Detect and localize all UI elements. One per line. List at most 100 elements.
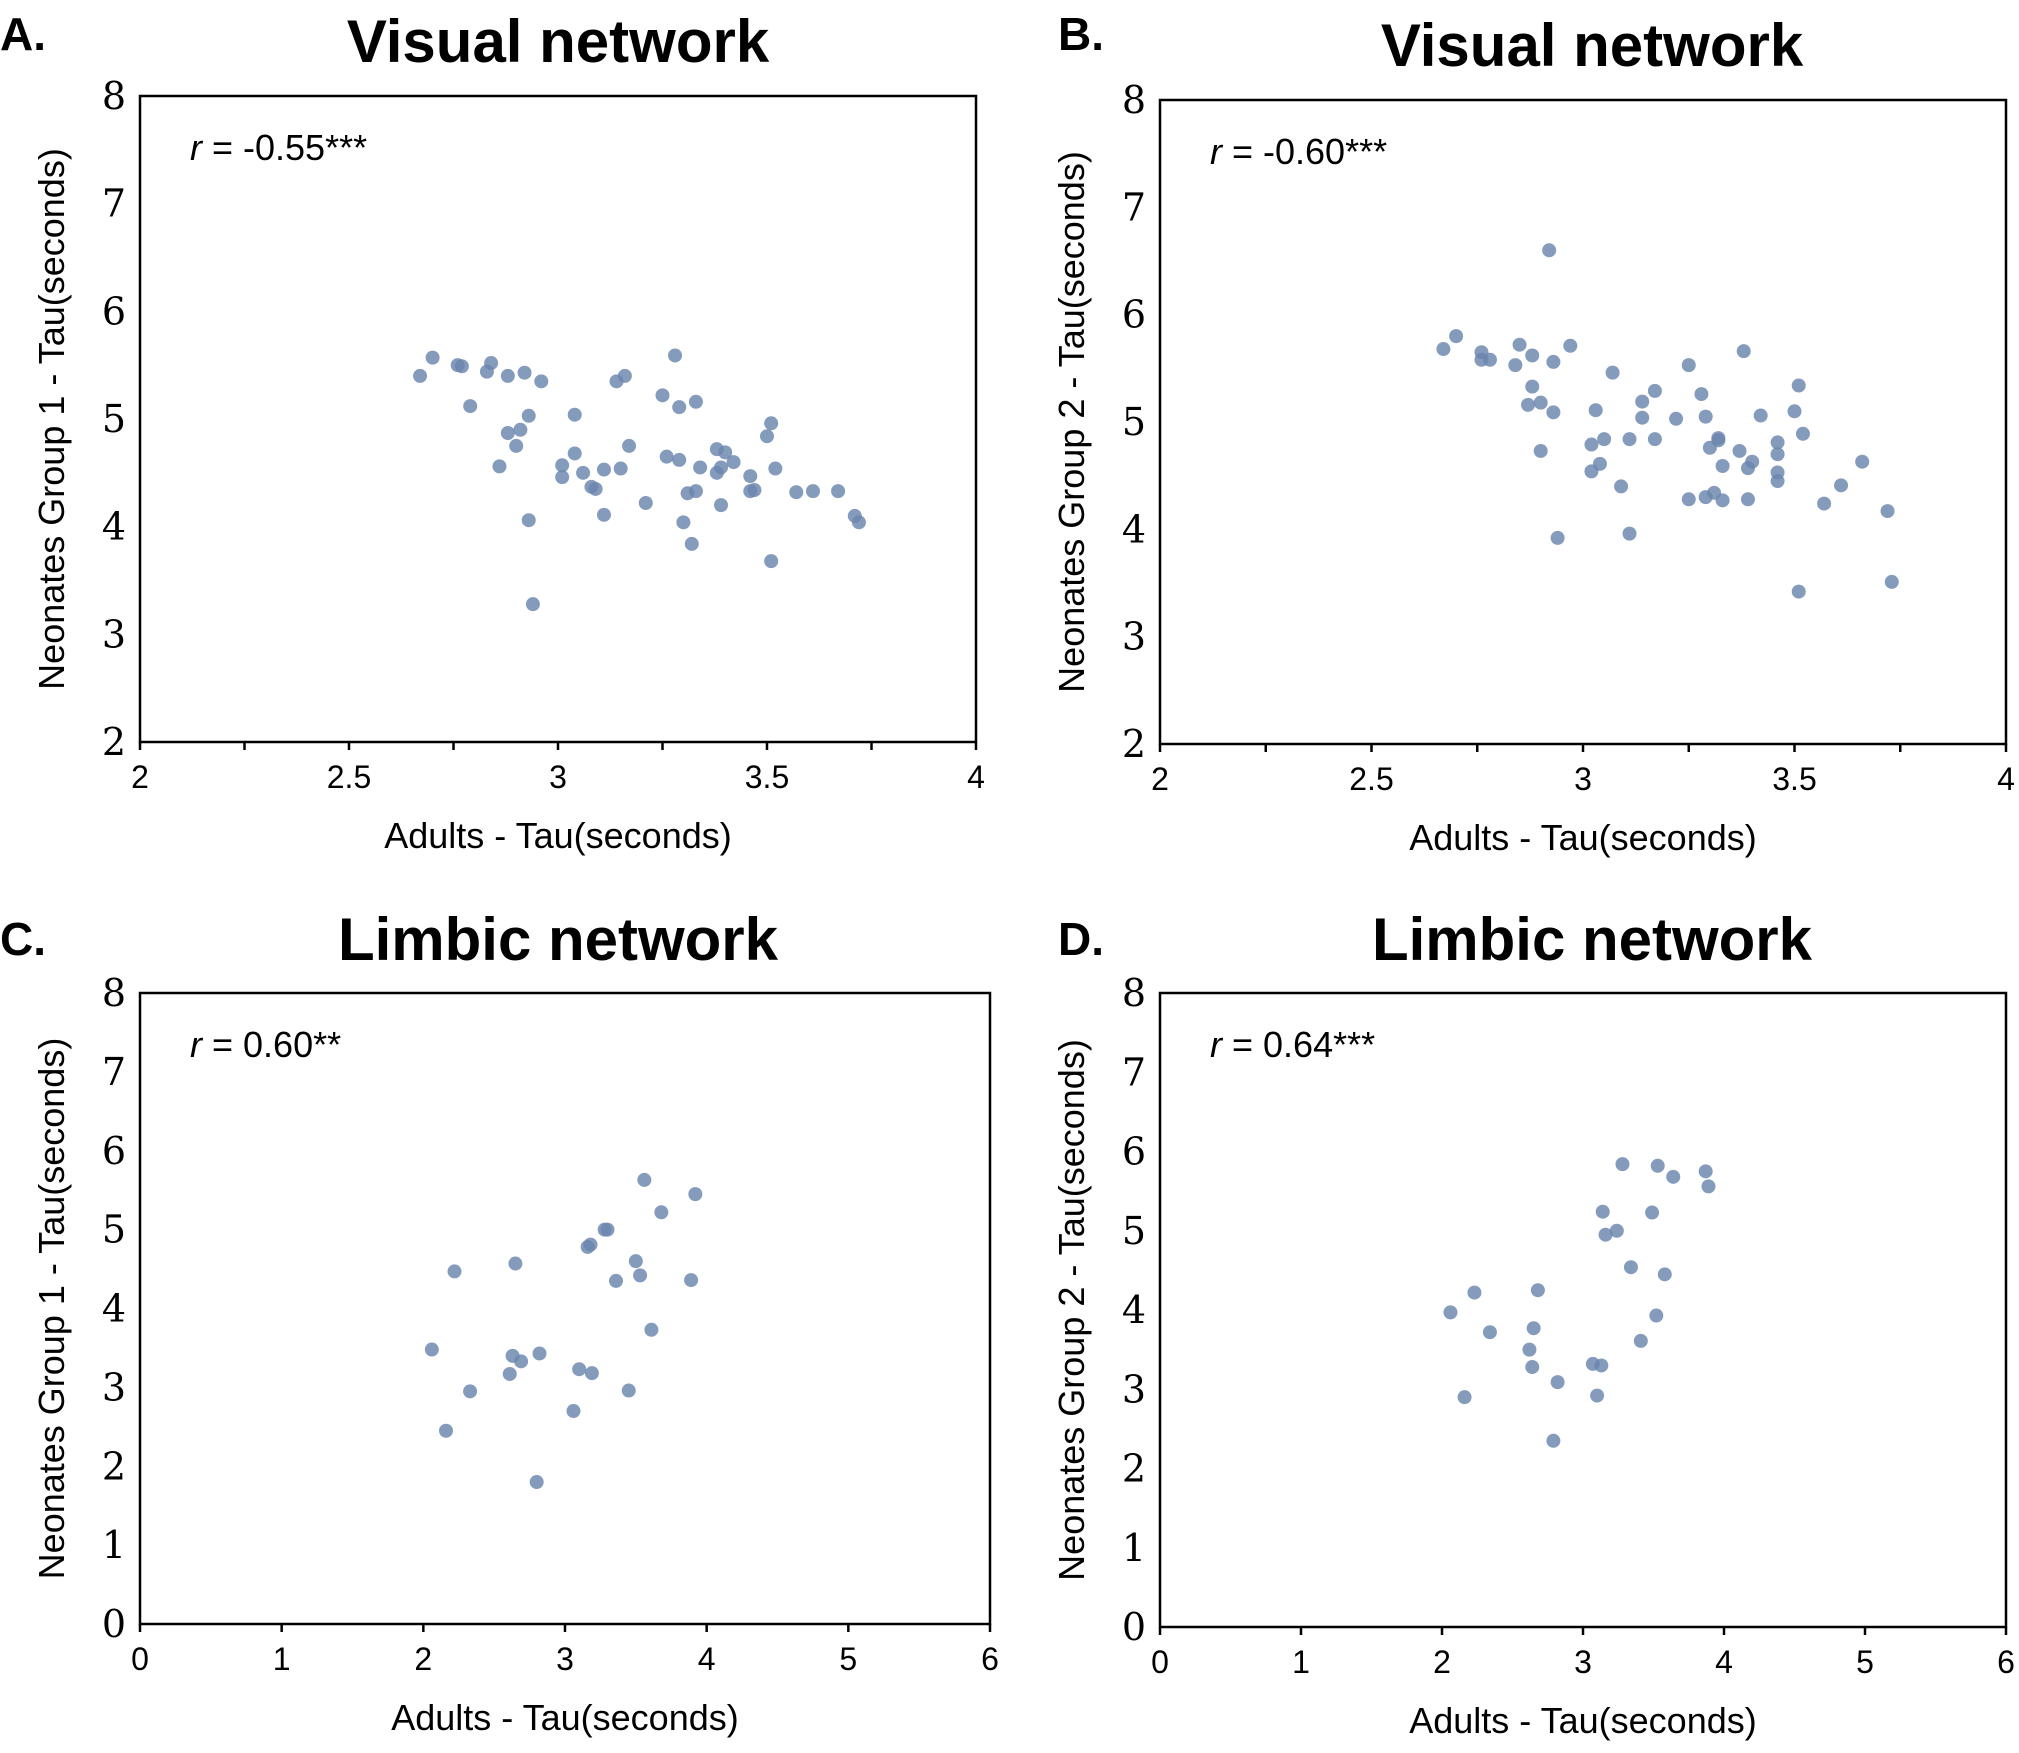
scatter-point bbox=[609, 1273, 623, 1288]
plot-frame bbox=[138, 94, 978, 744]
scatter-point bbox=[684, 1273, 699, 1288]
x-tick-label: 2 bbox=[1151, 761, 1169, 797]
x-tick-label: 6 bbox=[1997, 1644, 2015, 1680]
scatter-point bbox=[1880, 504, 1895, 519]
scatter-point bbox=[1590, 1388, 1605, 1403]
scatter-point bbox=[588, 481, 603, 496]
scatter-point bbox=[1546, 1433, 1561, 1448]
correlation-r-symbol: r bbox=[190, 127, 204, 168]
scatter-point bbox=[500, 368, 515, 383]
y-tick-label: 3 bbox=[102, 612, 126, 656]
y-tick-label: 4 bbox=[1122, 507, 1146, 551]
scatter-point bbox=[1467, 1285, 1482, 1300]
correlation-r-symbol: r bbox=[1210, 131, 1224, 172]
x-axis-label: Adults - Tau(seconds) bbox=[1409, 1700, 1757, 1741]
scatter-point bbox=[628, 1254, 643, 1269]
scatter-point bbox=[743, 469, 758, 484]
x-tick-label: 3 bbox=[556, 1641, 574, 1677]
panel-letter: B. bbox=[1058, 8, 1104, 60]
scatter-point bbox=[622, 438, 637, 453]
scatter-point bbox=[1623, 1260, 1638, 1275]
scatter-point bbox=[521, 513, 536, 528]
y-axis-label: Neonates Group 2 - Tau(seconds) bbox=[1051, 1039, 1092, 1581]
scatter-point bbox=[1635, 394, 1650, 409]
x-axis-label: Adults - Tau(seconds) bbox=[384, 815, 732, 856]
scatter-point bbox=[1666, 1169, 1681, 1184]
x-tick-label: 3 bbox=[549, 759, 567, 795]
scatter-point bbox=[534, 374, 549, 389]
scatter-point bbox=[1647, 383, 1662, 398]
scatter-point bbox=[525, 597, 540, 612]
scatter-point bbox=[1753, 408, 1768, 423]
correlation-r-symbol: r bbox=[1210, 1024, 1224, 1065]
scatter-point bbox=[1698, 1164, 1713, 1179]
x-axis-label: Adults - Tau(seconds) bbox=[1409, 817, 1757, 858]
scatter-point bbox=[1795, 426, 1810, 441]
scatter-point bbox=[1698, 409, 1713, 424]
x-tick-label: 5 bbox=[839, 1641, 857, 1677]
scatter-point bbox=[1594, 1358, 1609, 1373]
scatter-point bbox=[1530, 1283, 1545, 1298]
scatter-point bbox=[425, 350, 440, 365]
scatter-point bbox=[1645, 1205, 1660, 1220]
y-tick-label: 2 bbox=[102, 720, 126, 764]
y-tick-label: 2 bbox=[1122, 722, 1146, 766]
scatter-point bbox=[1681, 492, 1696, 507]
y-tick-label: 6 bbox=[1122, 293, 1146, 337]
scatter-point bbox=[1443, 1305, 1458, 1320]
scatter-point bbox=[1657, 1267, 1672, 1282]
scatter-point bbox=[688, 484, 703, 499]
panel-d: D. Limbic network 0 1 2 3 4 5 6 0 1 2 3 4 5 6 7 8 Adults -… bbox=[1051, 906, 2015, 1741]
scatter-point bbox=[1542, 243, 1557, 258]
scatter-point bbox=[831, 484, 846, 499]
scatter-point bbox=[1457, 1390, 1472, 1405]
y-tick-label: 4 bbox=[102, 505, 126, 549]
scatter-point bbox=[1681, 358, 1696, 373]
y-tick-label: 8 bbox=[102, 971, 126, 1015]
scatter-point bbox=[789, 485, 804, 500]
scatter-point bbox=[555, 458, 570, 473]
scatter-point bbox=[693, 460, 708, 475]
correlation-value: = -0.55*** bbox=[202, 127, 367, 168]
x-tick-label: 4 bbox=[698, 1641, 716, 1677]
scatter-point bbox=[1508, 358, 1523, 373]
scatter-point bbox=[1563, 338, 1578, 353]
y-tick-label: 7 bbox=[102, 182, 126, 226]
scatter-point bbox=[1715, 459, 1730, 474]
scatter-point bbox=[463, 1384, 478, 1399]
scatter-point bbox=[1546, 405, 1561, 420]
panel-a: A. Visual network 2 2.5 3 3.5 4 2 3 4 5 6 7 8 Adults -… bbox=[0, 8, 985, 856]
scatter-point bbox=[514, 1354, 529, 1369]
scatter-point bbox=[1597, 432, 1612, 447]
x-tick-label: 2.5 bbox=[327, 759, 371, 795]
scatter-point bbox=[555, 470, 570, 485]
scatter-point bbox=[1605, 365, 1620, 380]
scatter-point bbox=[672, 400, 687, 415]
scatter-point bbox=[747, 483, 762, 498]
correlation-value: = 0.64*** bbox=[1222, 1024, 1375, 1065]
scatter-point bbox=[1482, 1325, 1497, 1340]
x-tick-label: 4 bbox=[1715, 1644, 1733, 1680]
scatter-point bbox=[768, 461, 783, 476]
scatter-point bbox=[684, 536, 699, 551]
x-tick-label: 0 bbox=[1151, 1644, 1169, 1680]
y-tick-label: 2 bbox=[1122, 1447, 1146, 1491]
scatter-point bbox=[668, 348, 683, 363]
scatter-point bbox=[637, 1172, 652, 1187]
chart-title: Visual network bbox=[1381, 12, 1804, 79]
panel-letter: A. bbox=[0, 8, 46, 60]
scatter-point bbox=[463, 399, 478, 414]
x-tick-label: 0 bbox=[131, 1641, 149, 1677]
scatter-point bbox=[1817, 496, 1832, 511]
scatter-point bbox=[1855, 454, 1870, 469]
x-tick-label: 5 bbox=[1856, 1644, 1874, 1680]
panel-b: B. Visual network 2 2.5 3 3.5 4 2 3 4 5 6 7 8 Adults -… bbox=[1051, 8, 2015, 858]
scatter-point bbox=[659, 449, 674, 464]
x-tick-label: 3 bbox=[1574, 1644, 1592, 1680]
y-tick-label: 7 bbox=[1122, 185, 1146, 229]
scatter-point bbox=[688, 394, 703, 409]
y-axis-label: Neonates Group 1 - Tau(seconds) bbox=[31, 1038, 72, 1580]
scatter-point bbox=[726, 455, 741, 470]
scatter-point bbox=[529, 1475, 544, 1490]
